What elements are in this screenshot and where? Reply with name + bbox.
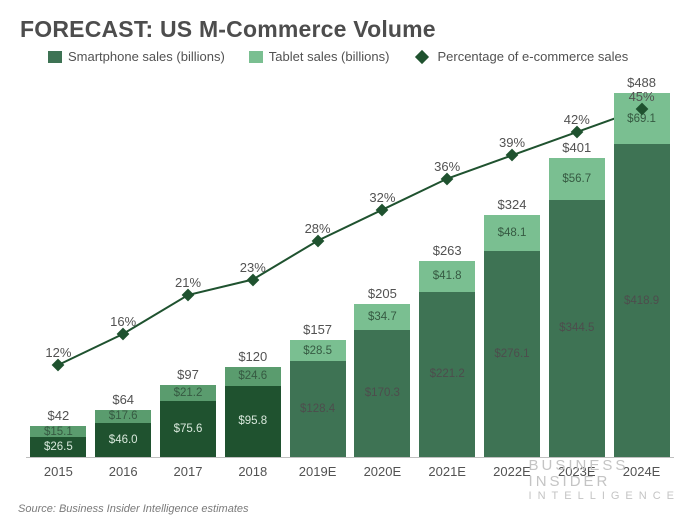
bar-total-label: $324 xyxy=(498,197,527,212)
percent-label: 45% xyxy=(629,89,655,104)
bar-segment-smartphone: $128.4 xyxy=(290,361,346,457)
bar-total-label: $401 xyxy=(562,140,591,155)
source-footnote: Source: Business Insider Intelligence es… xyxy=(18,503,249,515)
x-tick-label: 2019E xyxy=(299,464,337,479)
bar-column: $221.2$41.8$2632021E xyxy=(415,70,480,458)
bar-segment-smartphone: $221.2 xyxy=(419,292,475,457)
bar-segment-smartphone: $344.5 xyxy=(549,200,605,457)
percent-label: 42% xyxy=(564,112,590,127)
legend-item-tablet: Tablet sales (billions) xyxy=(249,49,390,64)
bar-column: $170.3$34.7$2052020E xyxy=(350,70,415,458)
legend-swatch-smartphone xyxy=(48,51,62,63)
x-tick-label: 2020E xyxy=(364,464,402,479)
bar-total-label: $488 xyxy=(627,75,656,90)
bar-column: $46.0$17.6$642016 xyxy=(91,70,156,458)
percent-label: 32% xyxy=(369,190,395,205)
x-tick-label: 2021E xyxy=(428,464,466,479)
bar-segment-smartphone: $276.1 xyxy=(484,251,540,457)
bar-stack: $418.9$69.1 xyxy=(614,93,670,457)
legend-item-smartphone: Smartphone sales (billions) xyxy=(48,49,225,64)
bar-segment-tablet: $24.6 xyxy=(225,367,281,385)
brand-line-3: INTELLIGENCE xyxy=(529,491,680,503)
bar-segment-tablet: $21.2 xyxy=(160,385,216,401)
bar-total-label: $64 xyxy=(112,392,134,407)
bar-stack: $221.2$41.8 xyxy=(419,261,475,457)
bar-segment-tablet: $48.1 xyxy=(484,215,540,251)
bar-stack: $276.1$48.1 xyxy=(484,215,540,457)
bar-total-label: $205 xyxy=(368,286,397,301)
bar-stack: $128.4$28.5 xyxy=(290,340,346,457)
legend-label-smartphone: Smartphone sales (billions) xyxy=(68,49,225,64)
percent-label: 39% xyxy=(499,135,525,150)
chart-frame: FORECAST: US M-Commerce Volume Smartphon… xyxy=(0,0,700,525)
bar-segment-tablet: $56.7 xyxy=(549,158,605,200)
bar-segment-smartphone: $170.3 xyxy=(354,330,410,457)
bar-segment-tablet: $34.7 xyxy=(354,304,410,330)
percent-label: 23% xyxy=(240,260,266,275)
percent-label: 16% xyxy=(110,314,136,329)
legend-label-tablet: Tablet sales (billions) xyxy=(269,49,390,64)
bar-column: $75.6$21.2$972017 xyxy=(156,70,221,458)
bar-segment-smartphone: $26.5 xyxy=(30,437,86,457)
chart-title: FORECAST: US M-Commerce Volume xyxy=(20,16,682,43)
percent-label: 28% xyxy=(305,221,331,236)
bar-total-label: $157 xyxy=(303,322,332,337)
legend-swatch-tablet xyxy=(249,51,263,63)
bar-total-label: $120 xyxy=(238,349,267,364)
legend-marker-percent xyxy=(415,49,429,63)
bar-column: $128.4$28.5$1572019E xyxy=(285,70,350,458)
bar-stack: $26.5$15.1 xyxy=(30,426,86,457)
bar-segment-smartphone: $418.9 xyxy=(614,144,670,457)
bar-segment-smartphone: $46.0 xyxy=(95,423,151,457)
bar-segment-smartphone: $95.8 xyxy=(225,386,281,457)
legend-item-percent: Percentage of e-commerce sales xyxy=(413,49,628,64)
bar-stack: $95.8$24.6 xyxy=(225,367,281,457)
bar-stack: $75.6$21.2 xyxy=(160,385,216,457)
bar-total-label: $97 xyxy=(177,367,199,382)
percent-label: 21% xyxy=(175,275,201,290)
x-tick-label: 2018 xyxy=(238,464,267,479)
bar-segment-smartphone: $75.6 xyxy=(160,401,216,457)
x-tick-label: 2017 xyxy=(174,464,203,479)
bar-column: $276.1$48.1$3242022E xyxy=(480,70,545,458)
percent-label: 12% xyxy=(45,345,71,360)
bar-column: $26.5$15.1$422015 xyxy=(26,70,91,458)
bar-column: $418.9$69.1$4882024E xyxy=(609,70,674,458)
bar-stack: $46.0$17.6 xyxy=(95,410,151,457)
brand-line-2: INSIDER xyxy=(529,474,680,490)
bar-stack: $344.5$56.7 xyxy=(549,158,605,457)
bar-total-label: $42 xyxy=(48,408,70,423)
bar-segment-tablet: $41.8 xyxy=(419,261,475,292)
bar-stack: $170.3$34.7 xyxy=(354,304,410,457)
x-tick-label: 2022E xyxy=(493,464,531,479)
brand-line-1: BUSINESS xyxy=(529,458,680,474)
bar-total-label: $263 xyxy=(433,243,462,258)
brand-watermark: BUSINESS INSIDER INTELLIGENCE xyxy=(529,458,680,503)
bar-segment-tablet: $17.6 xyxy=(95,410,151,423)
x-tick-label: 2015 xyxy=(44,464,73,479)
legend: Smartphone sales (billions) Tablet sales… xyxy=(48,49,682,64)
bar-segment-tablet: $28.5 xyxy=(290,340,346,361)
bar-segment-tablet: $15.1 xyxy=(30,426,86,437)
plot-area: $26.5$15.1$422015$46.0$17.6$642016$75.6$… xyxy=(26,70,674,458)
percent-label: 36% xyxy=(434,159,460,174)
x-tick-label: 2016 xyxy=(109,464,138,479)
legend-label-percent: Percentage of e-commerce sales xyxy=(437,49,628,64)
